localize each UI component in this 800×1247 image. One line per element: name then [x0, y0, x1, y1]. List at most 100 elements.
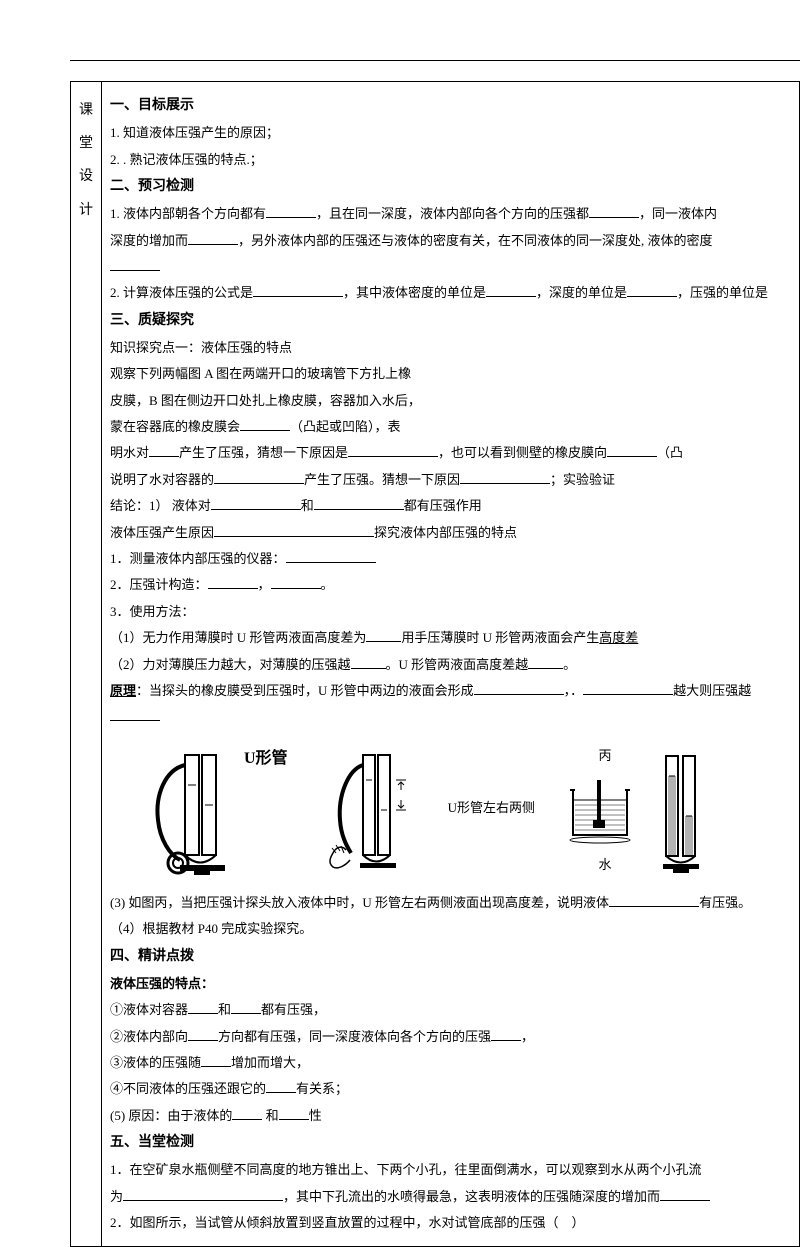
text: 说明了水对容器的 — [110, 472, 214, 487]
sec2-line2: 深度的增加而 ，另外液体内部的压强还与液体的密度有关，在不同液体的同一深度处, 液… — [110, 229, 791, 252]
sec3-m2: 2．压强计构造：，。 — [110, 573, 791, 596]
blank — [188, 1001, 218, 1014]
figure-2 — [318, 745, 418, 875]
side-char-4: 计 — [79, 198, 93, 223]
text: ，压强的单位是 — [677, 285, 768, 300]
text: ，也可以看到侧壁的橡皮膜向 — [438, 445, 607, 460]
text: （凸 — [657, 445, 683, 460]
blank — [314, 497, 404, 510]
blank — [528, 656, 563, 669]
blank — [348, 444, 438, 457]
blank — [188, 1028, 218, 1041]
principle-label: 原理 — [110, 683, 136, 698]
side-char-1: 课 — [79, 98, 93, 123]
sec3b-r4: （4）根据教材 P40 完成实验探究。 — [110, 917, 791, 940]
text: 。U 形管两液面高度差越 — [386, 657, 529, 672]
blank — [188, 232, 238, 245]
blank — [208, 576, 258, 589]
content-cell: 一、目标展示 1. 知道液体压强产生的原因； 2. . 熟记液体压强的特点.； … — [102, 82, 800, 1247]
principle-blank — [110, 705, 791, 728]
figure-row: U形管 — [110, 744, 791, 876]
blank — [214, 471, 304, 484]
blank — [110, 708, 160, 721]
side-char-3: 设 — [79, 164, 93, 189]
text: ， — [258, 577, 271, 592]
text: 方向都有压强，同一深度液体向各个方向的压强 — [218, 1029, 491, 1044]
blank — [253, 284, 343, 297]
sec4-title: 四、精讲点拨 — [110, 944, 791, 969]
sec3-k8: 液体压强产生原因探究液体内部压强的特点 — [110, 521, 791, 544]
text: 增加而增大， — [231, 1055, 309, 1070]
text: 1．测量液体内部压强的仪器： — [110, 551, 286, 566]
sec3b-r3: (3) 如图丙，当把压强计探头放入液体中时，U 形管左右两侧液面出现高度差，说明… — [110, 891, 791, 914]
side-label-cell: 课 堂 设 计 — [71, 82, 102, 1247]
text: 。 — [563, 657, 576, 672]
blank — [583, 682, 673, 695]
underline-text: 高度差 — [599, 630, 638, 645]
figure-3: 丙 — [565, 744, 711, 876]
text: (3) 如图丙，当把压强计探头放入液体中时，U 形管左右两侧液面出现高度差，说明… — [110, 895, 609, 910]
blank — [266, 1080, 296, 1093]
blank — [279, 1107, 309, 1120]
text: 结论：1） 液体对 — [110, 498, 211, 513]
sec3-m3-2: （2）力对薄膜压力越大，对薄膜的压强越 。U 形管两液面高度差越 。 — [110, 653, 791, 676]
text: 用手压薄膜时 U 形管两液面会产生 — [401, 630, 599, 645]
blank — [123, 1188, 283, 1201]
blank — [110, 258, 160, 271]
sec3-m3-1: （1）无力作用薄膜时 U 形管两液面高度差为用手压薄膜时 U 形管两液面会产生高… — [110, 626, 791, 649]
text: ， — [521, 1029, 534, 1044]
sec2-blank-line — [110, 255, 791, 278]
sec3-principle: 原理：当探头的橡皮膜受到压强时，U 形管中两边的液面会形成，．越大则压强越 — [110, 679, 791, 702]
blank — [201, 1054, 231, 1067]
text: 越大则压强越 — [673, 683, 751, 698]
u-tube-manometer-icon — [150, 745, 240, 875]
blank — [240, 418, 290, 431]
text: ，另外液体内部的压强还与液体的密度有关，在不同液体的同一深度处, 液体的密度 — [238, 233, 713, 248]
fig-c-label: 丙 — [565, 744, 645, 767]
text: 性 — [309, 1108, 322, 1123]
sec1-item1: 1. 知道液体压强产生的原因； — [110, 121, 791, 144]
blank — [474, 682, 564, 695]
water-label: 水 — [565, 853, 645, 876]
header-rule — [70, 60, 800, 61]
blank — [460, 471, 550, 484]
blank — [271, 576, 321, 589]
sec5-title: 五、当堂检测 — [110, 1130, 791, 1155]
text: ；实验验证 — [550, 472, 615, 487]
text: 有关系； — [296, 1081, 348, 1096]
sec3-k7: 结论：1） 液体对和都有压强作用 — [110, 494, 791, 517]
text: ④不同液体的压强还跟它的 — [110, 1081, 266, 1096]
blank — [232, 1107, 262, 1120]
blank — [491, 1028, 521, 1041]
text: 2．压强计构造： — [110, 577, 208, 592]
blank — [351, 656, 386, 669]
text: （2）力对薄膜压力越大，对薄膜的压强越 — [110, 657, 351, 672]
side-char-2: 堂 — [79, 131, 93, 156]
text: 都有压强， — [261, 1002, 326, 1017]
blank — [214, 524, 374, 537]
sec3-m1: 1．测量液体内部压强的仪器： — [110, 547, 791, 570]
blank — [366, 629, 401, 642]
text: （凸起或凹陷），表 — [290, 419, 401, 434]
text: 产生了压强，猜想一下原因是 — [179, 445, 348, 460]
text: 都有压强作用 — [404, 498, 482, 513]
sec5-q1b: 为，其中下孔流出的水喷得最急，这表明液体的压强随深度的增加而 — [110, 1185, 791, 1208]
text: 1. 液体内部朝各个方向都有 — [110, 206, 266, 221]
text: 和 — [218, 1002, 231, 1017]
text: 为 — [110, 1189, 123, 1204]
figure-1: U形管 — [150, 745, 288, 875]
sec3-title: 三、质疑探究 — [110, 308, 791, 333]
sec2-line3: 2. 计算液体压强的公式是，其中液体密度的单位是，深度的单位是，压强的单位是 — [110, 281, 791, 304]
sec1-item2: 2. . 熟记液体压强的特点.； — [110, 148, 791, 171]
text: 深度的增加而 — [110, 233, 188, 248]
text: 有压强。 — [699, 895, 751, 910]
text: ①液体对容器 — [110, 1002, 188, 1017]
u-tube-label: U形管 — [244, 745, 288, 774]
sec3-k6: 说明了水对容器的产生了压强。猜想一下原因；实验验证 — [110, 468, 791, 491]
blank — [266, 205, 316, 218]
blank — [286, 550, 376, 563]
u-tube-side-label: U形管左右两侧 — [448, 796, 535, 819]
sec3-k3: 皮膜，B 图在侧边开口处扎上橡皮膜，容器加入水后， — [110, 389, 791, 412]
sec2-line1: 1. 液体内部朝各个方向都有，且在同一深度，液体内部向各个方向的压强都，同一液体… — [110, 202, 791, 225]
sec3-k2: 观察下列两幅图 A 图在两端开口的玻璃管下方扎上橡 — [110, 362, 791, 385]
